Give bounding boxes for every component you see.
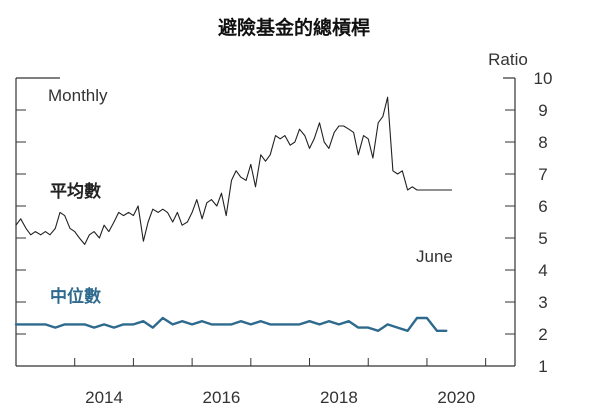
- series-lines: [14, 96, 453, 332]
- y-tick-label: 4: [538, 261, 547, 280]
- series-line-mean: [15, 96, 453, 245]
- y-tick-label: 7: [538, 165, 547, 184]
- y-tick-label: 2: [538, 325, 547, 344]
- y-tick-label: 8: [538, 133, 547, 152]
- end-date-label: June: [416, 247, 453, 266]
- axis-ticks: 1 2 3 4 5 6 7 8 9 10 2014 2016 2018 2020: [15, 69, 553, 407]
- x-tick-label: 2014: [85, 388, 123, 407]
- chart-title: 避險基金的總槓桿: [218, 16, 370, 39]
- y-tick-label: 5: [538, 229, 547, 248]
- series-label-median: 中位數: [50, 286, 101, 307]
- x-tick-label: 2020: [437, 388, 475, 407]
- y-tick-label: 6: [538, 197, 547, 216]
- series-line-median: [14, 316, 448, 332]
- y-tick-label: 3: [538, 293, 547, 312]
- y-tick-label: 10: [534, 69, 553, 88]
- y-axis-label: Ratio: [488, 50, 528, 69]
- y-tick-label: 1: [538, 357, 547, 376]
- frequency-label: Monthly: [48, 86, 108, 105]
- x-tick-label: 2018: [320, 388, 358, 407]
- series-label-mean: 平均數: [50, 181, 101, 202]
- y-tick-label: 9: [538, 101, 547, 120]
- x-tick-label: 2016: [203, 388, 241, 407]
